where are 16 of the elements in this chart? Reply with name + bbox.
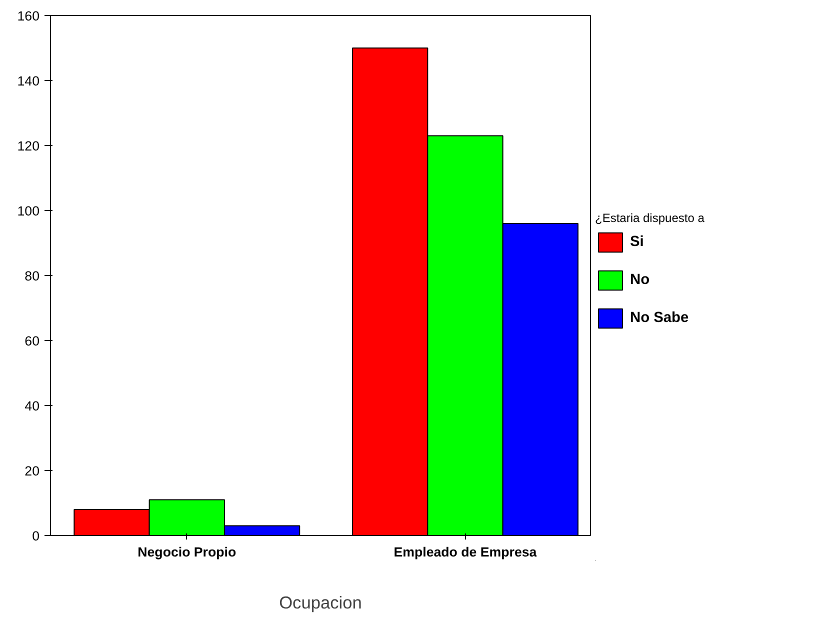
y-tick-label: 120 xyxy=(17,138,40,154)
legend-label: Si xyxy=(630,234,645,250)
y-tick-label: 40 xyxy=(24,398,40,414)
y-tick-label: 140 xyxy=(17,74,40,88)
x-tick-label: Empleado de Empresa xyxy=(394,544,538,560)
legend-label: No xyxy=(630,272,650,288)
y-tick-label: 100 xyxy=(17,204,40,218)
y-tick-label: 0 xyxy=(32,528,40,544)
legend-title: ¿Estaria dispuesto a xyxy=(595,211,704,225)
y-tick-label: 60 xyxy=(24,334,40,348)
y-tick-label: 80 xyxy=(24,268,40,284)
x-tick-label: Negocio Propio xyxy=(138,544,236,560)
legend-label: No Sabe xyxy=(630,310,689,326)
y-tick-label: 160 xyxy=(17,8,40,24)
y-tick-label: 20 xyxy=(24,464,40,478)
x-axis-title: Ocupacion xyxy=(279,592,362,612)
